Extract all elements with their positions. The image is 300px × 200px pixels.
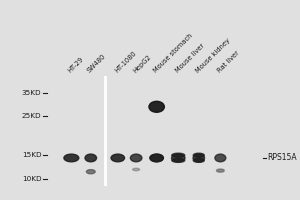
Ellipse shape (172, 154, 185, 162)
Ellipse shape (149, 101, 164, 112)
Text: HT-1080: HT-1080 (113, 50, 137, 74)
Ellipse shape (111, 154, 124, 162)
Ellipse shape (64, 154, 79, 162)
Ellipse shape (215, 154, 226, 162)
Text: 35KD: 35KD (22, 90, 41, 96)
Ellipse shape (172, 153, 185, 157)
Text: Mouse stomach: Mouse stomach (152, 33, 194, 74)
Text: 25KD: 25KD (22, 113, 41, 119)
Text: 10KD: 10KD (22, 176, 41, 182)
Ellipse shape (172, 158, 185, 162)
Ellipse shape (150, 154, 164, 162)
Text: HT-29: HT-29 (67, 56, 85, 74)
Ellipse shape (130, 154, 142, 162)
Ellipse shape (86, 170, 95, 174)
Text: Mouse kidney: Mouse kidney (194, 37, 231, 74)
Text: Rat liver: Rat liver (216, 50, 240, 74)
Text: Mouse liver: Mouse liver (174, 43, 205, 74)
Text: HepG2: HepG2 (132, 54, 152, 74)
Ellipse shape (193, 153, 204, 157)
Ellipse shape (217, 169, 224, 172)
Ellipse shape (133, 168, 140, 171)
Ellipse shape (193, 154, 205, 162)
Text: RPS15A: RPS15A (268, 153, 297, 162)
Ellipse shape (85, 154, 97, 162)
Ellipse shape (150, 154, 163, 162)
Text: SW480: SW480 (86, 53, 107, 74)
Text: 15KD: 15KD (22, 152, 41, 158)
Ellipse shape (193, 158, 204, 162)
